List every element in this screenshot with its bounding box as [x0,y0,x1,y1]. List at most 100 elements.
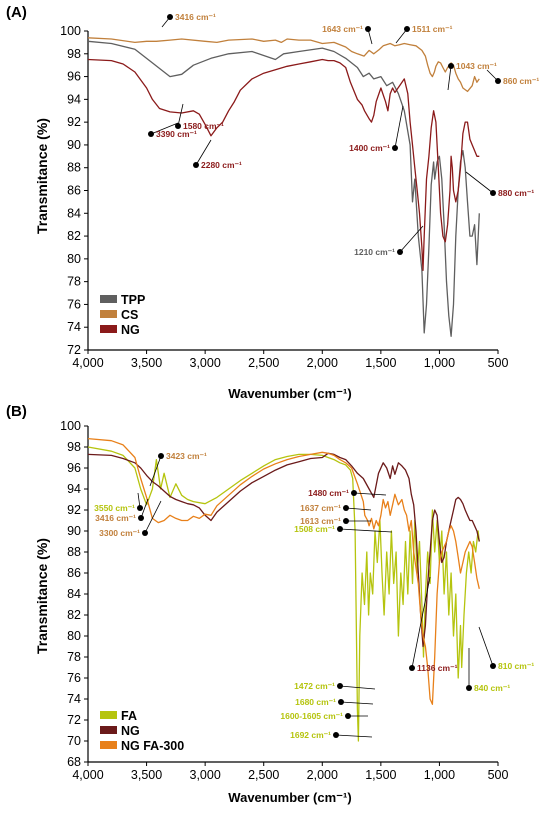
legend-label: CS [121,308,138,322]
annotation-dot [392,145,398,151]
x-tick-label: 4,000 [72,356,103,370]
annotation-label: 1600-1605 cm⁻¹ [280,711,343,721]
y-tick-label: 96 [67,70,81,84]
annotation-leader [345,507,372,511]
plot-area [88,31,498,350]
y-axis-label: Transmitance (%) [34,118,50,234]
annotation-dot [167,14,173,20]
annotation-dot [148,131,154,137]
y-tick-label: 86 [67,566,81,580]
annotation-label: 1136 cm⁻¹ [417,663,458,673]
y-tick-label: 70 [67,734,81,748]
annotation-leader [144,500,162,534]
annotation-dot [158,453,164,459]
annotation-label: 3300 cm⁻¹ [99,528,140,538]
annotation-label: 3550 cm⁻¹ [94,503,135,513]
y-tick-label: 72 [67,713,81,727]
annotation-label: 880 cm⁻¹ [498,188,534,198]
annotation-leader [394,105,404,149]
annotation-dot [343,518,349,524]
plot-area [88,426,498,762]
y-tick-label: 92 [67,503,81,517]
x-tick-label: 1,000 [424,768,455,782]
y-tick-label: 88 [67,545,81,559]
annotation-leader [195,139,212,166]
legend-label: TPP [121,293,145,307]
y-tick-label: 78 [67,275,81,289]
y-axis-label: Transmitance (%) [34,538,50,654]
x-tick-label: 1,500 [365,356,396,370]
annotation-leader [177,103,184,127]
y-tick-label: 74 [67,320,81,334]
legend-swatch [100,325,117,333]
y-tick-label: 90 [67,524,81,538]
y-tick-label: 96 [67,461,81,475]
annotation-dot [490,190,496,196]
annotation-dot [495,78,501,84]
x-tick-label: 1,500 [365,768,396,782]
annotation-label: 3416 cm⁻¹ [175,12,216,22]
y-tick-label: 94 [67,482,81,496]
y-tick-label: 92 [67,115,81,129]
annotation-label: 1637 cm⁻¹ [300,503,341,513]
annotation-dot [466,685,472,691]
annotation-label: 1210 cm⁻¹ [354,247,395,257]
annotation-label: 1400 cm⁻¹ [349,143,390,153]
annotation-label: 3423 cm⁻¹ [166,451,207,461]
x-tick-label: 2,500 [248,356,279,370]
annotation-dot [397,249,403,255]
x-tick-label: 4,000 [72,768,103,782]
y-tick-label: 94 [67,92,81,106]
annotation-label: 1472 cm⁻¹ [294,681,335,691]
y-tick-label: 72 [67,343,81,357]
x-tick-label: 2,000 [307,768,338,782]
annotation-leader [478,626,494,667]
y-tick-label: 76 [67,297,81,311]
y-tick-label: 86 [67,184,81,198]
annotation-label: 1680 cm⁻¹ [295,697,336,707]
annotation-dot [138,515,144,521]
annotation-dot [448,63,454,69]
annotation-dot [333,732,339,738]
panel-label: (A) [6,4,27,21]
legend-label: FA [121,709,137,723]
x-tick-label: 500 [488,768,509,782]
y-tick-label: 76 [67,671,81,685]
legend-swatch [100,310,117,318]
annotation-dot [365,26,371,32]
panel-a: (A) Transmitance (%) Wavenumber (cm⁻¹) 7… [6,4,539,401]
y-tick-label: 80 [67,252,81,266]
y-tick-label: 80 [67,629,81,643]
annotation-label: 1043 cm⁻¹ [456,61,497,71]
annotation-dot [345,713,351,719]
y-tick-label: 90 [67,138,81,152]
annotation-leader [340,701,374,705]
annotation-leader [335,734,373,738]
annotation-leader [149,455,162,487]
annotation-leader [339,528,393,533]
annotation-leader [150,122,179,135]
legend-label: NG FA-300 [121,739,184,753]
annotation-dot [175,123,181,129]
annotation-label: 1643 cm⁻¹ [322,24,363,34]
y-tick-label: 84 [67,587,81,601]
x-tick-label: 2,500 [248,768,279,782]
annotation-label: 2280 cm⁻¹ [201,160,242,170]
series-line-ng [87,452,480,648]
annotation-leader [353,492,387,496]
legend-label: NG [121,323,140,337]
legend-swatch [100,711,117,719]
annotation-dot [404,26,410,32]
annotation-leader [411,576,431,669]
annotation-dot [338,699,344,705]
annotation-dot [490,663,496,669]
annotation-label: 1508 cm⁻¹ [294,524,335,534]
annotation-label: 3416 cm⁻¹ [95,513,136,523]
x-tick-label: 3,500 [131,356,162,370]
annotation-label: 1692 cm⁻¹ [290,730,331,740]
annotation-label: 840 cm⁻¹ [474,683,510,693]
annotation-label: 810 cm⁻¹ [498,661,534,671]
annotation-dot [137,505,143,511]
